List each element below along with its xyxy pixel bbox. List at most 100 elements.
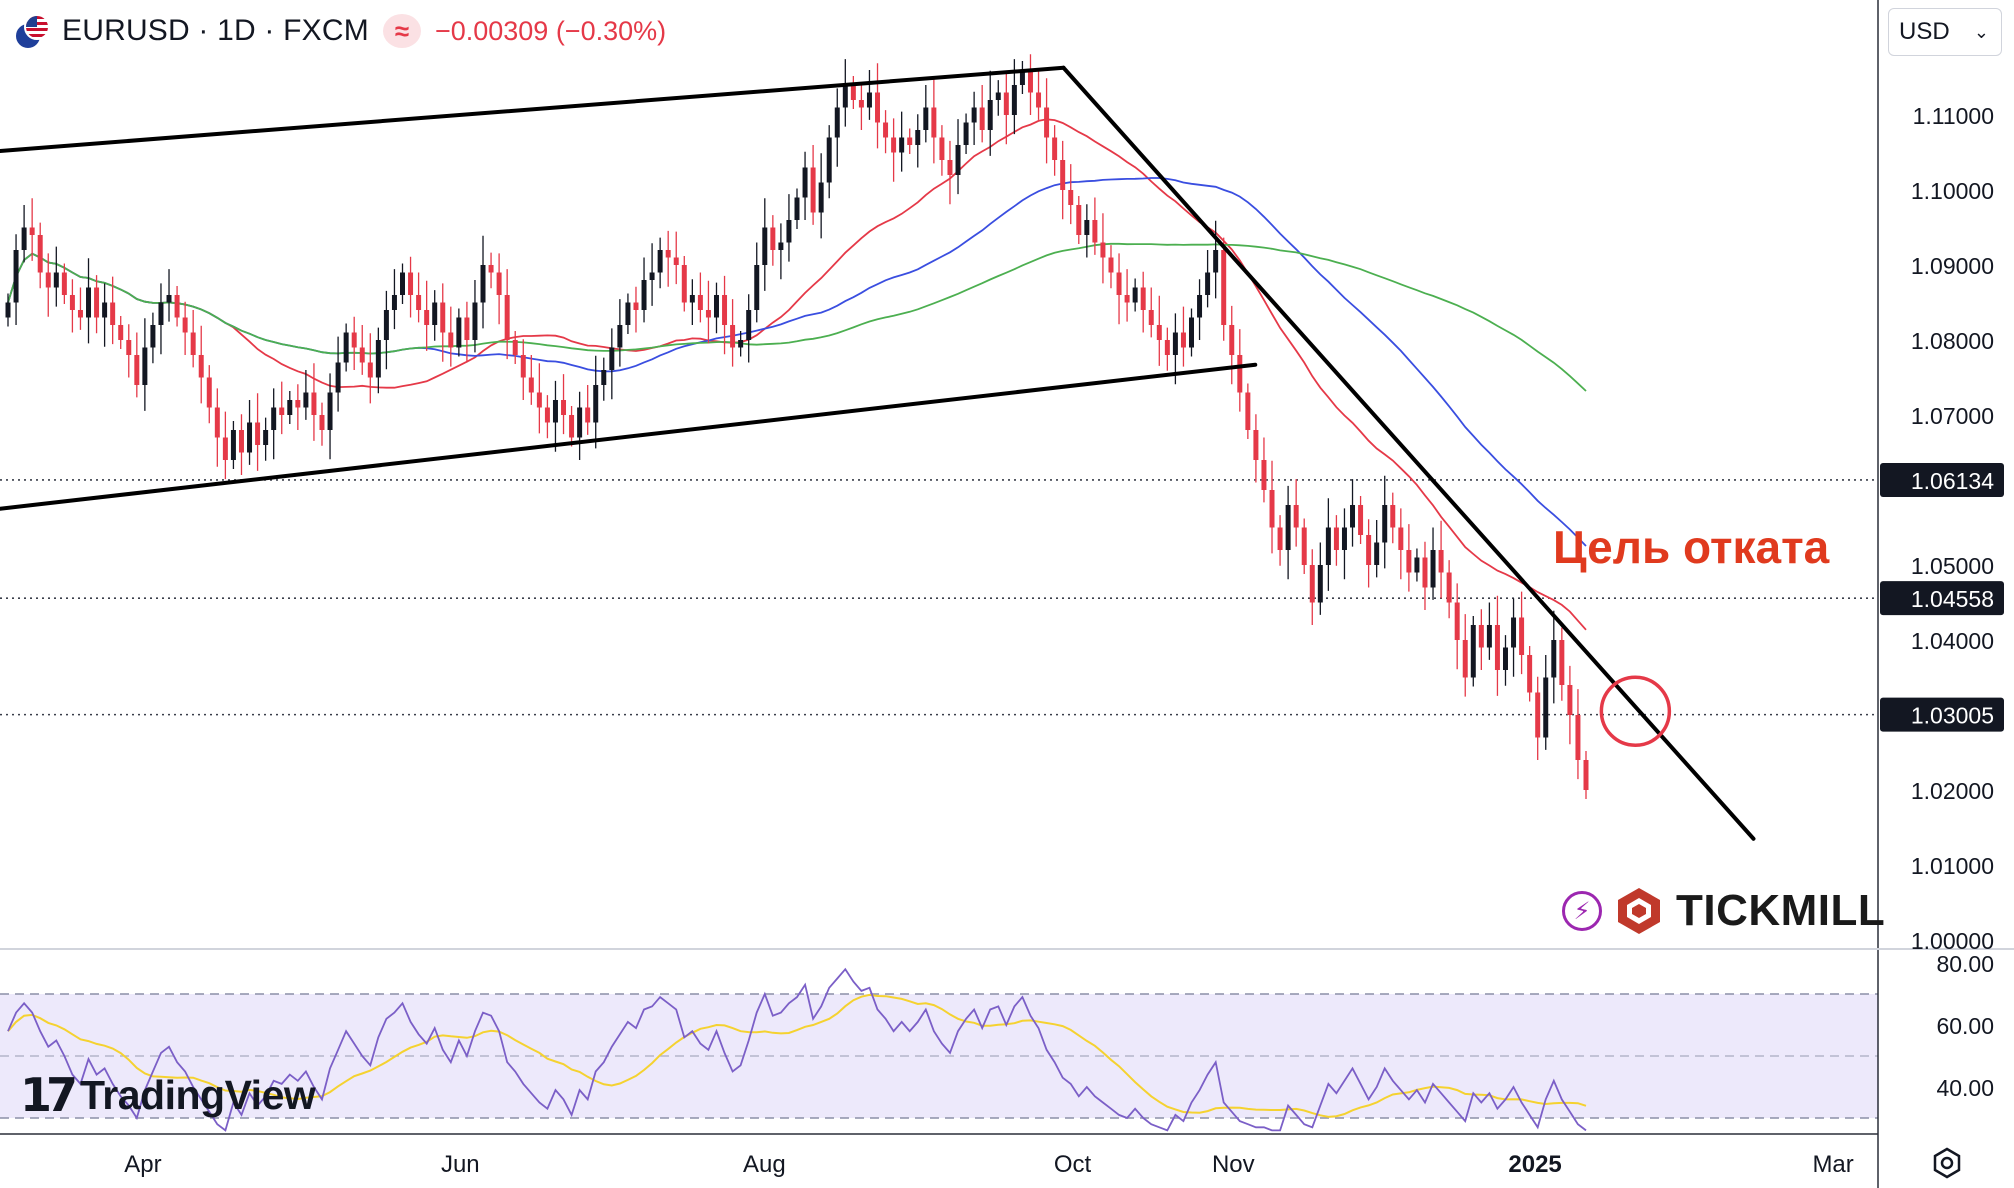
- candle: [947, 140, 953, 205]
- trendlines[interactable]: [0, 65, 1756, 841]
- candle: [29, 198, 35, 261]
- candle-body: [633, 302, 639, 310]
- candle: [883, 110, 889, 154]
- candle: [1277, 515, 1283, 566]
- candle-body: [939, 137, 945, 160]
- candle: [1213, 220, 1219, 299]
- candle-body: [1502, 647, 1508, 670]
- candle-body: [544, 407, 550, 423]
- candle: [335, 336, 341, 412]
- candle-body: [617, 325, 623, 348]
- candle-body: [923, 107, 929, 130]
- candle-body: [762, 227, 768, 265]
- candle-body: [1390, 505, 1396, 528]
- candle-body: [1092, 220, 1098, 243]
- candle-body: [593, 385, 599, 423]
- candle: [1044, 78, 1050, 164]
- candle-body: [1527, 655, 1533, 693]
- candle: [1116, 253, 1122, 325]
- candle: [1084, 204, 1090, 258]
- candle-body: [166, 295, 172, 303]
- candle: [37, 222, 43, 289]
- candle-body: [432, 302, 438, 325]
- price-label-badge: 1.03005: [1880, 697, 2004, 732]
- candle: [1519, 591, 1525, 675]
- candle: [424, 280, 430, 351]
- settings-gear-icon[interactable]: [1930, 1146, 1964, 1180]
- descending-trendline-line[interactable]: [1061, 65, 1756, 841]
- candle: [1100, 213, 1106, 284]
- time-tick-label: Oct: [1054, 1151, 1092, 1178]
- candle-body: [947, 160, 953, 175]
- currency-select[interactable]: USD ⌄: [1888, 8, 2002, 56]
- candle-body: [746, 310, 752, 340]
- candle-body: [577, 407, 583, 438]
- candle: [174, 286, 180, 327]
- channel-upper-line[interactable]: [0, 65, 1066, 153]
- candle-body: [53, 272, 59, 288]
- candle: [182, 301, 188, 355]
- price-tick-label: 1.07000: [1911, 403, 1994, 429]
- candle-body: [1148, 310, 1154, 325]
- candle-body: [1406, 550, 1412, 573]
- candle: [1108, 245, 1114, 289]
- candle-body: [899, 137, 905, 153]
- candle-body: [1213, 250, 1219, 273]
- candle-body: [1519, 617, 1525, 655]
- rsi-signal-line: [7, 993, 1587, 1118]
- candle-body: [1044, 107, 1050, 138]
- candle: [1309, 549, 1315, 625]
- candle: [1245, 383, 1251, 439]
- candle: [480, 235, 486, 329]
- candle: [375, 327, 381, 394]
- candle: [625, 293, 631, 334]
- candle: [432, 290, 438, 341]
- candle-body: [13, 250, 19, 303]
- price-label-text: 1.06134: [1911, 468, 1994, 494]
- candle: [206, 365, 212, 424]
- candle-body: [979, 107, 985, 130]
- candle-body: [214, 407, 220, 438]
- candle: [955, 119, 961, 195]
- candle: [1341, 508, 1347, 580]
- channel-lower-line[interactable]: [0, 362, 1258, 511]
- candle: [287, 391, 293, 424]
- candle-body: [69, 295, 75, 310]
- candle: [1502, 635, 1508, 686]
- candle: [126, 324, 132, 378]
- candle: [142, 318, 148, 411]
- candle: [939, 125, 945, 176]
- candle: [134, 332, 140, 398]
- time-tick-label: Nov: [1212, 1151, 1255, 1178]
- candle: [810, 145, 816, 225]
- candle-body: [1116, 272, 1122, 295]
- candle-body: [1140, 287, 1146, 310]
- target-circle[interactable]: [1599, 675, 1672, 747]
- candle-body: [102, 302, 108, 318]
- price-tick-label: 1.09000: [1911, 253, 1994, 279]
- candle-body: [778, 242, 784, 250]
- candle-body: [287, 400, 293, 415]
- price-tick-label: 1.05000: [1911, 553, 1994, 579]
- candle: [1567, 665, 1573, 745]
- candle-body: [1422, 557, 1428, 588]
- candle-body: [1494, 625, 1500, 670]
- candle-body: [907, 137, 913, 145]
- candle: [1390, 492, 1396, 544]
- indicator-icon[interactable]: ≈: [382, 14, 421, 48]
- candle-body: [367, 362, 373, 378]
- candle-body: [883, 122, 889, 138]
- candle: [247, 400, 253, 465]
- candle-body: [850, 85, 856, 100]
- candle-body: [343, 332, 349, 363]
- candle-body: [1164, 340, 1170, 355]
- price-label-bg: [1880, 462, 2004, 497]
- candle: [1052, 125, 1058, 176]
- candle-body: [327, 392, 333, 430]
- candle: [987, 70, 993, 156]
- candle-body: [858, 100, 864, 108]
- candle: [504, 269, 510, 360]
- candle-body: [383, 310, 389, 340]
- symbol-label[interactable]: EURUSD · 1D · FXCM: [62, 14, 369, 47]
